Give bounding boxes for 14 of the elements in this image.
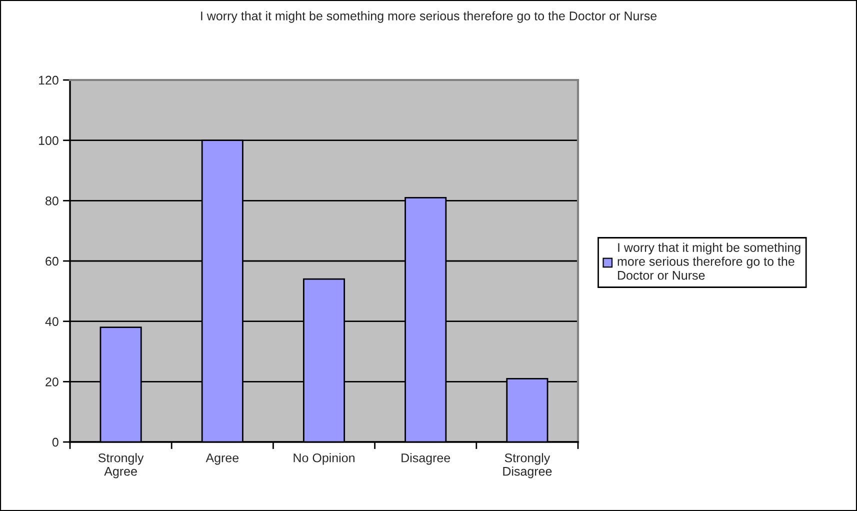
- y-tick-label: 0: [52, 438, 58, 447]
- y-tick-label: 100: [38, 136, 58, 145]
- chart-title: I worry that it might be something more serious therefore go to the Doctor or Nurse: [201, 11, 657, 23]
- x-tick-label: Disagree: [402, 453, 450, 465]
- y-tick-label: 120: [38, 76, 58, 85]
- x-tick-label: Strongly Disagree: [503, 453, 552, 478]
- x-tick-label: No Opinion: [294, 453, 354, 465]
- legend-label: I worry that it might be something more serious therefore go to the Doctor or Nurse: [618, 242, 800, 280]
- x-tick-label: Agree: [206, 454, 239, 465]
- x-tick-label: Strongly Agree: [98, 453, 144, 478]
- y-tick-label: 80: [46, 196, 58, 206]
- y-tick-label: 40: [45, 317, 58, 326]
- y-tick-label: 20: [46, 377, 58, 386]
- y-tick-label: 60: [46, 256, 58, 266]
